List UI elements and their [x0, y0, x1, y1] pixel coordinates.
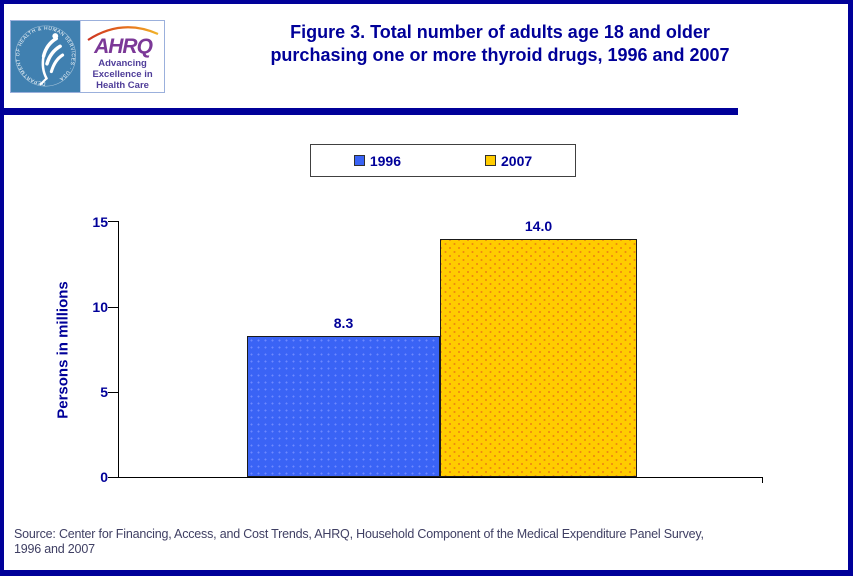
y-tick-15: [108, 221, 118, 222]
y-tick-5: [108, 392, 118, 393]
bar-value-2007: 14.0: [524, 218, 553, 234]
x-axis-end-tick: [762, 477, 763, 483]
chart-legend: 1996 2007: [310, 144, 576, 177]
source-note-line1: Source: Center for Financing, Access, an…: [14, 527, 704, 541]
ahrq-wordmark: AHRQ Advancing Excellence in Health Care: [80, 21, 164, 92]
header-divider-rule: [0, 108, 738, 115]
figure-title-line1: Figure 3. Total number of adults age 18 …: [290, 22, 710, 42]
source-note: Source: Center for Financing, Access, an…: [14, 527, 838, 556]
y-tick-label-15: 15: [92, 214, 108, 230]
legend-label-1996: 1996: [369, 152, 401, 169]
svg-text:AHRQ: AHRQ: [93, 35, 152, 58]
bar-value-1996: 8.3: [333, 315, 354, 331]
figure-title: Figure 3. Total number of adults age 18 …: [168, 21, 832, 67]
bar-2007: 14.0: [440, 218, 637, 477]
figure-title-line2: purchasing one or more thyroid drugs, 19…: [270, 45, 730, 65]
ahrq-arc-icon: AHRQ: [86, 26, 158, 58]
legend-item-1996: 1996: [353, 152, 401, 169]
y-tick-label-0: 0: [100, 469, 108, 485]
legend-swatch-1996: [353, 155, 365, 166]
legend-item-2007: 2007: [485, 153, 532, 169]
y-axis-title: Persons in millions: [54, 281, 72, 419]
source-note-line2: 1996 and 2007: [14, 541, 95, 556]
y-tick-label-10: 10: [92, 299, 108, 315]
y-tick-label-5: 5: [100, 384, 108, 400]
y-tick-10: [108, 307, 118, 308]
ahrq-hhs-logo: DEPARTMENT OF HEALTH & HUMAN SERVICES · …: [10, 20, 165, 93]
ahrq-tagline: Advancing Excellence in Health Care: [92, 58, 153, 91]
legend-label-2007: 2007: [501, 152, 533, 169]
legend-swatch-2007: [485, 155, 496, 166]
y-axis-line: [118, 221, 119, 478]
hhs-seal-icon: DEPARTMENT OF HEALTH & HUMAN SERVICES · …: [11, 21, 81, 92]
x-axis-line: [111, 477, 763, 478]
bar-1996: 8.3: [247, 315, 440, 477]
plot-area: 8.3 14.0: [118, 218, 763, 477]
